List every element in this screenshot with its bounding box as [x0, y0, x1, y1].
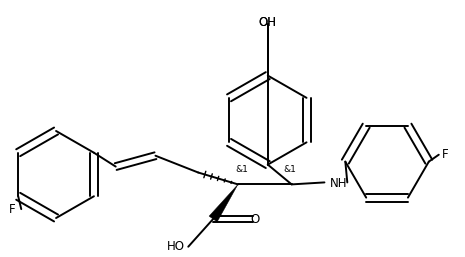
Text: &1: &1	[235, 166, 248, 175]
Text: OH: OH	[259, 16, 277, 29]
Text: NH: NH	[329, 177, 347, 190]
Text: F: F	[442, 148, 448, 161]
Text: F: F	[9, 203, 16, 216]
Polygon shape	[209, 184, 238, 222]
Text: OH: OH	[259, 16, 277, 29]
Text: HO: HO	[167, 240, 185, 253]
Text: O: O	[250, 213, 259, 225]
Text: &1: &1	[283, 166, 296, 175]
